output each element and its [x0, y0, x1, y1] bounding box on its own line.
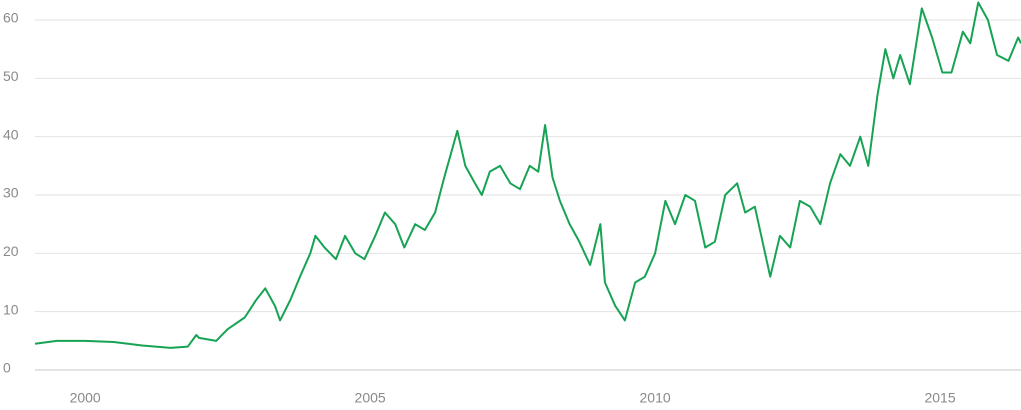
x-tick-label: 2000 [70, 390, 101, 406]
x-tick-label: 2005 [355, 390, 386, 406]
y-tick-label: 40 [3, 126, 19, 142]
y-tick-label: 20 [3, 243, 19, 259]
y-tick-label: 0 [3, 360, 11, 376]
y-tick-label: 60 [3, 10, 19, 26]
x-tick-label: 2010 [640, 390, 671, 406]
y-tick-label: 30 [3, 185, 19, 201]
x-tick-label: 2015 [924, 390, 955, 406]
price-line [34, 1, 1021, 349]
y-tick-label: 10 [3, 301, 19, 317]
y-tick-label: 50 [3, 68, 19, 84]
